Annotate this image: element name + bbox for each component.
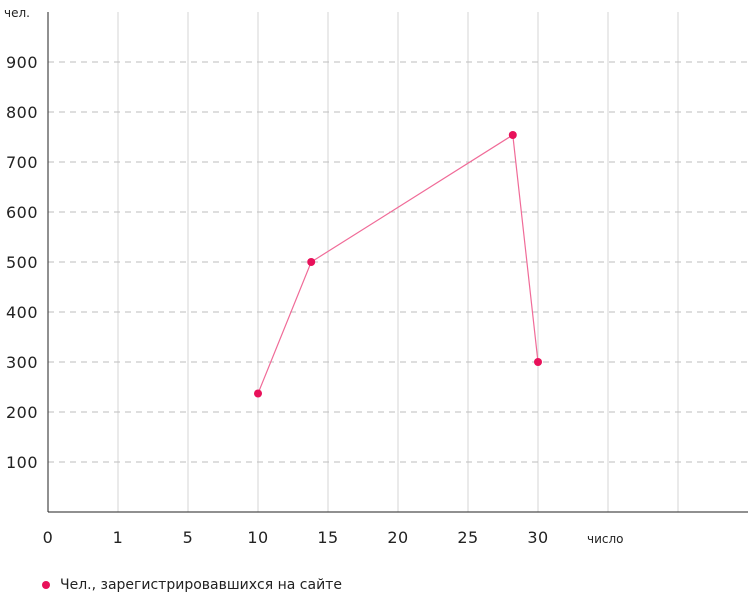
y-tick-label: 900 <box>6 53 38 72</box>
y-tick-label: 500 <box>6 253 38 272</box>
y-tick-label: 400 <box>6 303 38 322</box>
x-tick-label: 0 <box>43 528 54 547</box>
y-tick-labels: 100 200 300 400 500 600 700 800 900 <box>6 53 38 472</box>
legend-marker <box>42 581 50 589</box>
y-tick-label: 600 <box>6 203 38 222</box>
x-tick-labels: 0 1 5 10 15 20 25 30 <box>43 528 549 547</box>
data-point <box>508 131 517 139</box>
y-tick-label: 200 <box>6 403 38 422</box>
horizontal-gridlines <box>48 61 748 463</box>
y-tick-label: 800 <box>6 103 38 122</box>
x-axis-unit-label: число <box>587 532 624 546</box>
x-tick-label: 25 <box>457 528 478 547</box>
data-point <box>534 358 542 366</box>
x-tick-label: 15 <box>317 528 338 547</box>
y-tick-label: 700 <box>6 153 38 172</box>
x-tick-label: 1 <box>113 528 124 547</box>
y-tick-label: 300 <box>6 353 38 372</box>
legend: Чел., зарегистрировавшихся на сайте <box>42 577 342 593</box>
series-group <box>254 131 542 398</box>
data-point <box>254 389 262 398</box>
series-line <box>257 133 539 394</box>
x-tick-label: 10 <box>247 528 268 547</box>
x-tick-label: 5 <box>183 528 194 547</box>
x-tick-label: 20 <box>387 528 408 547</box>
y-axis-unit-label: чел. <box>4 6 30 20</box>
y-tick-label: 100 <box>6 453 38 472</box>
x-tick-label: 30 <box>527 528 548 547</box>
data-point <box>307 258 316 266</box>
legend-label: Чел., зарегистрировавшихся на сайте <box>60 577 342 593</box>
